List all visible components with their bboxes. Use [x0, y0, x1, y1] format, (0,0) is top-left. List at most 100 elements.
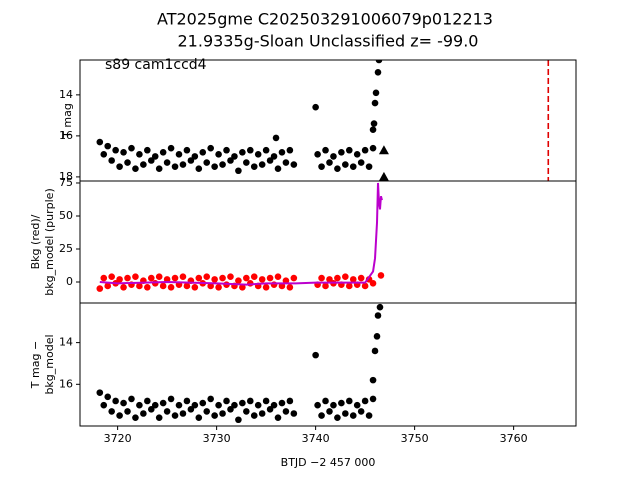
data-point	[128, 144, 135, 152]
y-tick-label: 14	[59, 336, 73, 349]
data-point	[266, 274, 274, 282]
data-point	[286, 146, 294, 154]
data-point	[254, 401, 262, 409]
x-tick-label: 3750	[401, 432, 429, 445]
data-point	[353, 401, 361, 409]
data-point	[274, 165, 282, 172]
data-point	[330, 401, 337, 409]
data-point	[179, 410, 187, 417]
data-point	[144, 146, 151, 154]
data-point	[147, 274, 155, 282]
data-point	[191, 401, 199, 409]
data-point	[239, 283, 246, 291]
data-point	[371, 347, 379, 355]
data-point	[338, 148, 345, 156]
data-point	[144, 397, 151, 405]
data-point	[195, 165, 203, 172]
data-point	[120, 148, 127, 156]
data-point	[96, 285, 104, 292]
data-point	[132, 414, 139, 421]
data-point	[361, 282, 369, 290]
data-point	[250, 412, 258, 419]
data-point	[159, 282, 167, 290]
data-point	[104, 282, 112, 290]
data-point	[250, 163, 258, 170]
data-point	[375, 60, 383, 64]
data-point	[353, 151, 361, 158]
data-point	[223, 397, 230, 405]
data-point	[278, 399, 286, 407]
data-point	[239, 148, 246, 156]
data-point	[286, 397, 294, 405]
data-point	[266, 157, 274, 164]
data-point	[235, 416, 242, 424]
data-point	[274, 273, 282, 281]
data-point	[167, 395, 175, 403]
y-axis-label: Bkg (red)/	[29, 214, 42, 269]
data-point	[144, 283, 151, 291]
data-point	[314, 401, 321, 409]
data-point	[140, 161, 147, 168]
data-point	[369, 280, 377, 287]
data-point	[318, 163, 325, 170]
data-point	[258, 410, 266, 417]
data-point	[262, 146, 270, 154]
data-point	[334, 274, 341, 282]
data-point	[290, 410, 298, 417]
data-point	[167, 144, 175, 152]
y-axis-label: T mag	[61, 103, 74, 139]
data-point	[262, 283, 270, 291]
data-point	[96, 389, 104, 396]
data-point	[270, 401, 278, 409]
data-point	[235, 167, 242, 175]
data-point	[175, 401, 183, 409]
data-point	[373, 333, 381, 340]
data-point	[191, 283, 199, 291]
data-point	[312, 103, 319, 111]
data-point	[183, 397, 191, 405]
data-point	[112, 146, 119, 154]
data-point	[211, 163, 218, 170]
data-point	[215, 283, 222, 291]
data-point	[266, 406, 274, 413]
data-point	[128, 395, 135, 403]
data-point	[270, 153, 278, 160]
upper-limit	[378, 171, 389, 181]
data-point	[243, 274, 250, 282]
data-point	[136, 401, 143, 409]
data-point	[116, 276, 123, 283]
data-point	[372, 89, 380, 97]
data-point	[262, 397, 270, 405]
model-line	[99, 182, 383, 286]
y-tick-label: 50	[59, 209, 73, 222]
axes-frame	[79, 302, 577, 427]
data-point	[349, 412, 357, 419]
data-point	[318, 274, 325, 282]
data-point	[345, 397, 353, 405]
data-point	[104, 142, 112, 150]
data-point	[357, 274, 365, 282]
data-point	[179, 161, 187, 168]
data-point	[235, 277, 242, 284]
data-point	[155, 165, 163, 172]
data-point	[374, 312, 382, 319]
data-point	[187, 157, 195, 164]
data-point	[282, 159, 290, 166]
data-point	[124, 159, 131, 166]
data-point	[163, 408, 171, 415]
data-point	[274, 414, 282, 421]
data-point	[100, 151, 108, 158]
data-point	[334, 165, 341, 172]
data-point	[374, 69, 382, 76]
data-point	[322, 282, 329, 290]
data-point	[322, 397, 329, 405]
data-point	[349, 163, 357, 170]
data-point	[171, 274, 179, 282]
data-point	[163, 276, 171, 283]
data-point	[227, 157, 234, 164]
data-point	[203, 408, 211, 415]
data-point	[120, 399, 127, 407]
data-point	[312, 351, 319, 359]
data-point	[132, 165, 139, 172]
